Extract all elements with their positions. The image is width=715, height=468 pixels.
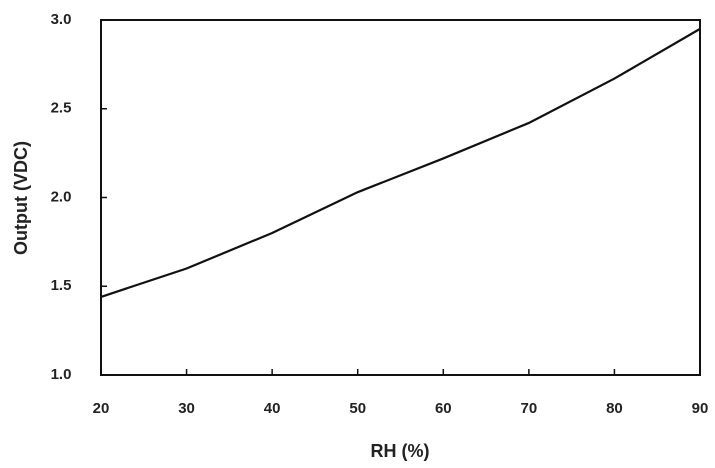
y-tick-label: 1.0: [51, 366, 72, 383]
y-tick-label: 1.5: [51, 277, 72, 294]
y-tick-label: 2.0: [51, 188, 72, 205]
x-tick-label: 30: [178, 400, 195, 417]
y-tick-label: 2.5: [51, 100, 72, 117]
plot-frame: [100, 19, 701, 376]
x-tick-label: 90: [692, 400, 709, 417]
data-line: [100, 27, 701, 298]
x-tick-label: 60: [435, 400, 452, 417]
x-tick-label: 50: [349, 400, 366, 417]
y-tick-label: 3.0: [51, 11, 72, 28]
x-tick-label: 70: [521, 400, 538, 417]
x-axis-title: RH (%): [371, 441, 430, 461]
x-tick-label: 20: [93, 400, 110, 417]
x-tick-label: 40: [264, 400, 281, 417]
x-tick-label: 80: [606, 400, 623, 417]
y-axis-title: Output (VDC): [11, 141, 31, 255]
